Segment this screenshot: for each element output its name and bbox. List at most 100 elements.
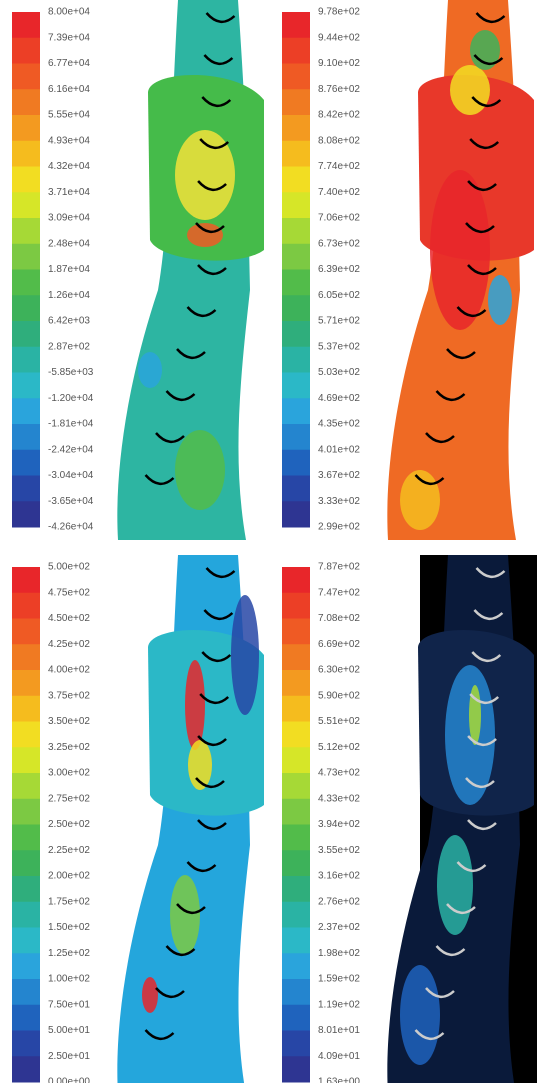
colorbar-label: 2.25e+02 — [48, 845, 90, 856]
colorbar-label: 2.75e+02 — [48, 793, 90, 804]
colorbar-label: 4.93e+04 — [48, 135, 90, 146]
panel: 9.78e+029.44e+029.10e+028.76e+028.42e+02… — [282, 0, 534, 540]
colorbar-segment — [12, 347, 40, 373]
colorbar-segment — [282, 1005, 310, 1031]
colorbar-segment — [282, 244, 310, 270]
colorbar-segment — [12, 747, 40, 773]
colorbar-segment — [12, 670, 40, 696]
colorbar-segment — [12, 902, 40, 928]
colorbar-segment — [282, 593, 310, 619]
colorbar-segment — [282, 38, 310, 64]
colorbar-segment — [282, 450, 310, 476]
colorbar-label: 5.90e+02 — [318, 690, 360, 701]
colorbar-label: -1.20e+04 — [48, 393, 94, 404]
colorbar-label: 1.75e+02 — [48, 896, 90, 907]
colorbar-segment — [12, 1056, 40, 1082]
colorbar-label: 3.50e+02 — [48, 716, 90, 727]
colorbar-label: 4.33e+02 — [318, 793, 360, 804]
colorbar-label: 7.06e+02 — [318, 213, 360, 224]
contour-region — [170, 875, 200, 955]
colorbar-label: 1.19e+02 — [318, 999, 360, 1010]
colorbar-segment — [282, 928, 310, 954]
colorbar-segment — [12, 12, 40, 38]
colorbar-label: 8.00e+04 — [48, 7, 90, 18]
colorbar-segment — [12, 270, 40, 296]
colorbar-segment — [282, 799, 310, 825]
colorbar-segment — [282, 141, 310, 167]
colorbar-segment — [282, 64, 310, 90]
colorbar-label: 3.94e+02 — [318, 819, 360, 830]
colorbar-segment — [12, 424, 40, 450]
colorbar-segment — [12, 38, 40, 64]
colorbar-label: 2.87e+02 — [48, 341, 90, 352]
colorbar-label: 8.01e+01 — [318, 1025, 360, 1036]
colorbar-label: 2.99e+02 — [318, 522, 360, 533]
colorbar-segment — [282, 12, 310, 38]
colorbar-label: 1.26e+04 — [48, 290, 90, 301]
contour-region — [187, 223, 223, 247]
colorbar-label: 4.01e+02 — [318, 444, 360, 455]
colorbar-label: 1.59e+02 — [318, 974, 360, 985]
colorbar-label: 9.78e+02 — [318, 7, 360, 18]
colorbar-segment — [12, 501, 40, 527]
colorbar-label: -1.81e+04 — [48, 419, 94, 430]
colorbar-segment — [12, 799, 40, 825]
colorbar-label: 6.39e+02 — [318, 264, 360, 275]
colorbar-label: 6.77e+04 — [48, 58, 90, 69]
colorbar-label: 6.69e+02 — [318, 639, 360, 650]
colorbar-label: 3.55e+02 — [318, 845, 360, 856]
colorbar-label: 1.25e+02 — [48, 948, 90, 959]
colorbar-label: 7.74e+02 — [318, 161, 360, 172]
figure: 8.00e+047.39e+046.77e+046.16e+045.55e+04… — [0, 0, 537, 1083]
colorbar-segment — [282, 192, 310, 218]
contour-region — [185, 660, 205, 750]
contour-region — [450, 65, 490, 115]
colorbar-label: 1.00e+02 — [48, 974, 90, 985]
colorbar-segment — [12, 115, 40, 141]
colorbar-segment — [12, 373, 40, 399]
colorbar-label: 3.25e+02 — [48, 742, 90, 753]
colorbar-label: 6.16e+04 — [48, 84, 90, 95]
colorbar-segment — [282, 295, 310, 321]
colorbar-segment — [282, 850, 310, 876]
contour-region — [430, 170, 490, 330]
colorbar-segment — [282, 218, 310, 244]
colorbar-label: 5.51e+02 — [318, 716, 360, 727]
colorbar-label: 4.09e+01 — [318, 1051, 360, 1062]
colorbar-segment — [12, 321, 40, 347]
colorbar-label: -2.42e+04 — [48, 444, 94, 455]
colorbar-label: 4.69e+02 — [318, 393, 360, 404]
colorbar-label: 8.76e+02 — [318, 84, 360, 95]
colorbar-segment — [12, 141, 40, 167]
colorbar-segment — [12, 567, 40, 593]
colorbar-label: 4.50e+02 — [48, 613, 90, 624]
colorbar-segment — [282, 644, 310, 670]
contour-region — [437, 835, 473, 935]
colorbar-segment — [282, 476, 310, 502]
colorbar-segment — [12, 1005, 40, 1031]
colorbar-label: 6.42e+03 — [48, 316, 90, 327]
colorbar-segment — [12, 192, 40, 218]
colorbar-label: 9.44e+02 — [318, 32, 360, 43]
colorbar-label: -3.04e+04 — [48, 470, 94, 481]
colorbar-segment — [282, 619, 310, 645]
colorbar-segment — [12, 218, 40, 244]
colorbar-label: 2.00e+02 — [48, 871, 90, 882]
colorbar-label: -3.65e+04 — [48, 496, 94, 507]
colorbar-segment — [282, 567, 310, 593]
contour-region — [138, 352, 162, 388]
colorbar-segment — [282, 670, 310, 696]
colorbar-label: 2.50e+02 — [48, 819, 90, 830]
colorbar-segment — [282, 347, 310, 373]
colorbar-segment — [282, 398, 310, 424]
colorbar-segment — [282, 773, 310, 799]
colorbar-label: 3.71e+04 — [48, 187, 90, 198]
colorbar-segment — [282, 953, 310, 979]
colorbar-label: -4.26e+04 — [48, 522, 94, 533]
colorbar-label: 5.03e+02 — [318, 367, 360, 378]
colorbar-segment — [12, 167, 40, 193]
colorbar-label: 6.05e+02 — [318, 290, 360, 301]
colorbar-segment — [12, 1031, 40, 1057]
colorbar-label: 3.33e+02 — [318, 496, 360, 507]
colorbar-label: 2.48e+04 — [48, 238, 90, 249]
